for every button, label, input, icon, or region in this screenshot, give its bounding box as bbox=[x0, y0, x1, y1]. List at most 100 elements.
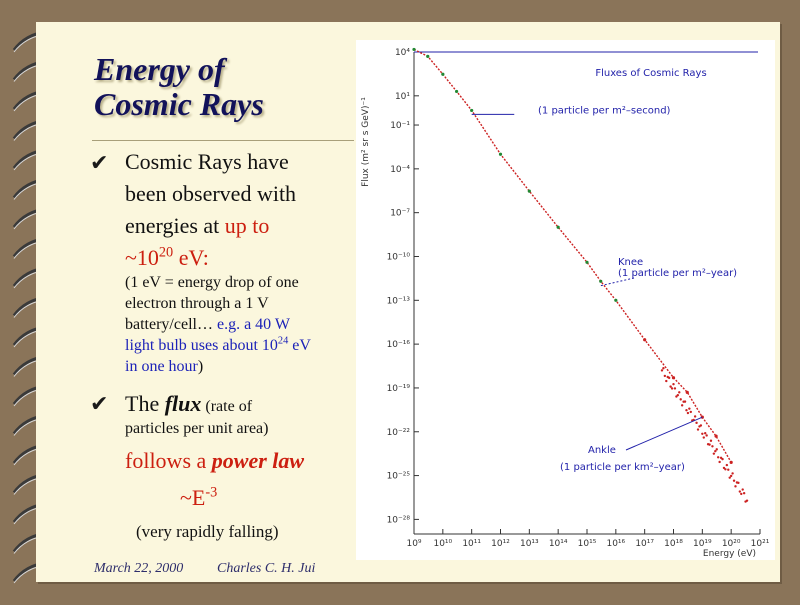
flux-data-point bbox=[676, 393, 680, 397]
x-tick-label: 10¹⁹ bbox=[693, 539, 712, 549]
flux-data-point bbox=[742, 492, 746, 495]
flux-data-point bbox=[556, 225, 560, 229]
flux-data-point bbox=[454, 89, 459, 94]
flux-data-point bbox=[701, 432, 704, 435]
note-line5: in one hour) bbox=[125, 358, 204, 375]
flux-data-point bbox=[711, 445, 714, 448]
flux-data-point bbox=[670, 387, 674, 390]
flux-data-point bbox=[712, 452, 716, 455]
flux-data-point bbox=[673, 387, 677, 390]
x-tick-label: 10²⁰ bbox=[722, 539, 741, 549]
footer-date: March 22, 2000 bbox=[94, 561, 184, 576]
y-tick-label: 10⁻¹⁶ bbox=[387, 340, 411, 350]
flux-data-point bbox=[716, 456, 720, 459]
x-axis-label: Energy (eV) bbox=[703, 549, 756, 559]
flux-data-point bbox=[741, 488, 744, 491]
flux-data-point bbox=[732, 479, 736, 482]
flux-data-point bbox=[678, 391, 681, 394]
x-tick-label: 10¹⁴ bbox=[549, 539, 568, 549]
flux-data-point bbox=[643, 338, 647, 342]
y-tick-label: 10⁻²⁵ bbox=[387, 472, 411, 482]
flux-data-point bbox=[729, 460, 733, 464]
bullet-2-text: The flux (rate of particles per unit are… bbox=[125, 388, 304, 477]
flux-data-point bbox=[699, 424, 703, 427]
y-tick-label: 10⁻¹³ bbox=[387, 296, 411, 306]
annotation-ankle: Ankle bbox=[588, 445, 616, 456]
power-law-formula: ~E-3 bbox=[180, 484, 218, 510]
flux-data-point bbox=[441, 72, 445, 76]
flux-data-point bbox=[738, 490, 742, 493]
flux-data-point bbox=[470, 108, 474, 113]
flux-data-point bbox=[727, 468, 730, 471]
title-line2: Cosmic Rays bbox=[94, 86, 264, 122]
title-divider bbox=[92, 140, 354, 141]
slide-title: Energy of Cosmic Rays bbox=[94, 52, 264, 122]
y-tick-label: 10⁻¹⁹ bbox=[387, 384, 411, 394]
bullet-1-text: Cosmic Rays have been observed with ener… bbox=[125, 146, 296, 274]
x-tick-label: 10¹⁶ bbox=[606, 539, 625, 549]
x-tick-label: 10⁹ bbox=[406, 539, 421, 549]
x-tick-label: 10¹⁵ bbox=[578, 539, 597, 549]
note-line3: battery/cell… e.g. a 40 W bbox=[125, 316, 290, 333]
flux-data-point bbox=[709, 439, 713, 442]
flux-data-point bbox=[714, 449, 717, 453]
y-tick-label: 10⁻¹⁰ bbox=[387, 252, 411, 262]
flux-data-point bbox=[686, 411, 690, 415]
flux-data-point bbox=[695, 421, 698, 425]
note-line4: light bulb uses about 1024 eV bbox=[125, 335, 311, 354]
flux-data-point bbox=[662, 367, 665, 370]
x-tick-label: 10¹¹ bbox=[462, 539, 481, 549]
flux-data-point bbox=[708, 443, 711, 446]
footer-author: Charles C. H. Jui bbox=[217, 561, 316, 576]
bullet-1-note: (1 eV = energy drop of one electron thro… bbox=[125, 272, 311, 377]
checkmark-icon: ✔ bbox=[90, 151, 109, 176]
flux-data-point bbox=[724, 468, 727, 471]
flux-data-point bbox=[696, 428, 700, 431]
flux-data-point bbox=[679, 398, 682, 401]
annotation-per-second: (1 particle per m²–second) bbox=[538, 105, 671, 116]
ankle-pointer bbox=[625, 416, 703, 451]
annotation-knee: Knee bbox=[618, 257, 643, 268]
y-tick-label: 10⁻²⁸ bbox=[387, 515, 411, 525]
flux-data-point bbox=[702, 436, 705, 439]
flux-data-point bbox=[663, 374, 667, 378]
flux-data-point bbox=[614, 298, 618, 302]
flux-data-point bbox=[705, 434, 708, 437]
bullet-2-line1: The flux (rate of bbox=[125, 391, 253, 416]
flux-data-point bbox=[714, 434, 718, 438]
flux-data-point bbox=[599, 279, 603, 283]
y-axis-label: Flux (m² sr s GeV)⁻¹ bbox=[361, 97, 371, 187]
flux-data-point bbox=[671, 376, 676, 380]
x-tick-label: 10¹³ bbox=[520, 539, 539, 549]
bullet-1-line4: ~1020 eV: bbox=[125, 244, 209, 270]
x-tick-label: 10¹⁷ bbox=[635, 539, 654, 549]
flux-data-point bbox=[729, 474, 733, 478]
flux-data-point bbox=[680, 404, 684, 407]
y-tick-label: 10⁻⁷ bbox=[390, 209, 410, 219]
y-tick-label: 10⁻²² bbox=[387, 428, 411, 438]
annotation-per-km2-year: (1 particle per km²–year) bbox=[560, 462, 685, 473]
flux-data-point bbox=[667, 376, 671, 380]
bullet-2-line2: particles per unit area) bbox=[125, 420, 269, 437]
x-tick-label: 10¹⁸ bbox=[664, 539, 683, 549]
flux-data-point bbox=[585, 260, 589, 264]
flux-data-point bbox=[725, 463, 729, 467]
bullet-1-line3: energies at up to bbox=[125, 213, 270, 238]
flux-data-point bbox=[745, 499, 749, 502]
flux-data-point bbox=[689, 410, 692, 414]
chart-title: Fluxes of Cosmic Rays bbox=[595, 68, 706, 79]
flux-data-point bbox=[737, 481, 740, 485]
flux-data-point bbox=[685, 409, 688, 412]
flux-data-point bbox=[721, 457, 724, 461]
flux-data-point bbox=[412, 47, 416, 52]
flux-data-point bbox=[688, 407, 691, 410]
flux-data-point bbox=[683, 400, 687, 403]
knee-pointer bbox=[600, 277, 635, 287]
x-tick-label: 10¹² bbox=[491, 539, 510, 549]
bullet-1-line2: been observed with bbox=[125, 181, 297, 206]
flux-data-point bbox=[704, 432, 707, 435]
rapid-fall-note: (very rapidly falling) bbox=[136, 522, 279, 541]
y-tick-label: 10⁻⁴ bbox=[390, 165, 410, 175]
flux-data-point bbox=[669, 385, 672, 388]
flux-data-point bbox=[685, 390, 689, 394]
